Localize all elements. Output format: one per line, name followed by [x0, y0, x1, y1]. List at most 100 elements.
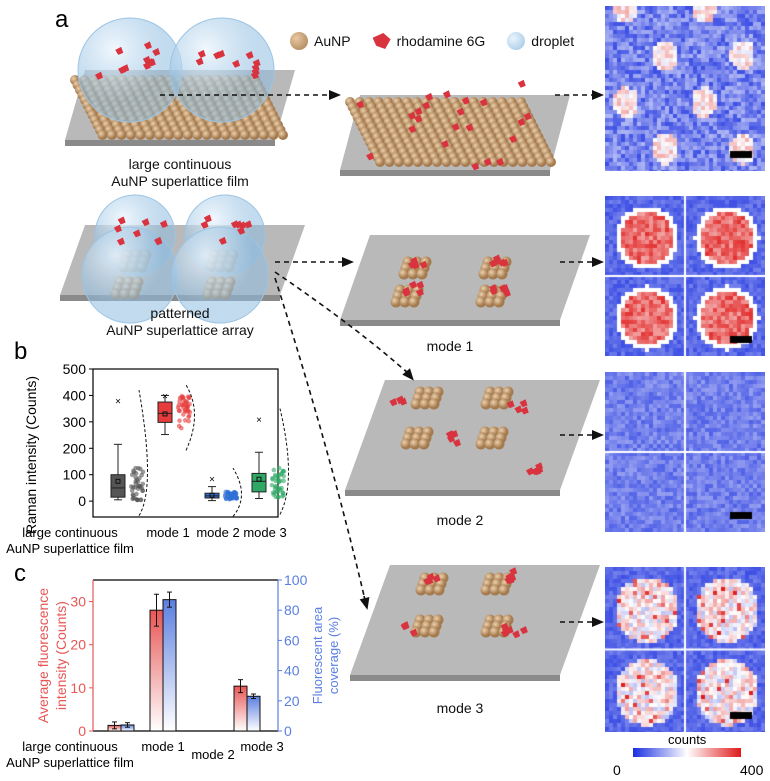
aunp — [278, 130, 288, 140]
x-tick-label: large continuous — [22, 739, 118, 754]
rhodamine — [425, 92, 434, 101]
rhodamine — [366, 152, 375, 161]
data-point — [135, 497, 140, 503]
caption-mode2: mode 2 — [436, 512, 484, 528]
rhodamine — [504, 575, 513, 584]
aunp-icon — [290, 32, 308, 50]
rhodamine — [195, 57, 204, 66]
data-point — [179, 393, 185, 399]
rhodamine — [495, 157, 504, 166]
aunp — [116, 130, 127, 140]
droplet-icon — [507, 32, 526, 50]
rhodamine — [525, 467, 534, 476]
data-point — [133, 479, 139, 484]
data-point — [228, 495, 234, 501]
rhodamine — [117, 216, 126, 225]
panel-label-c: c — [14, 560, 26, 587]
data-point — [276, 465, 282, 471]
outlier: × — [162, 391, 168, 402]
substrate — [350, 565, 600, 675]
aunp — [441, 157, 452, 167]
rhodamine-icon — [372, 33, 391, 49]
legend-droplet: droplet — [507, 32, 574, 50]
rhodamine — [506, 400, 515, 409]
rhodamine — [396, 396, 405, 405]
aunp — [240, 130, 250, 140]
aunp — [413, 157, 423, 167]
x-tick-label: AuNP superlattice film — [6, 755, 134, 770]
data-point — [138, 484, 143, 489]
y-tick-label: 20 — [70, 637, 86, 653]
aunp — [249, 130, 260, 140]
aunp — [475, 438, 487, 450]
aunp — [424, 584, 436, 596]
rhodamine — [479, 98, 488, 107]
aunp — [259, 130, 269, 140]
x-tick-label: AuNP superlattice film — [6, 541, 134, 556]
rhodamine — [237, 226, 246, 235]
bar — [162, 599, 177, 732]
y-tick-label: 100 — [63, 467, 87, 483]
caption-film-1: large continuous — [128, 156, 232, 172]
rhodamine — [456, 107, 465, 116]
aunp — [192, 130, 203, 140]
chart-c: 0 10 20 30 0 20 40 60 80 100 Average fluorescence i… — [6, 572, 341, 770]
rhodamine — [535, 462, 544, 471]
legend-rhodamine: rhodamine 6G — [372, 32, 485, 50]
data-point — [139, 472, 144, 478]
droplet — [171, 226, 269, 324]
aunp — [126, 130, 136, 140]
rhodamine — [517, 117, 526, 126]
heatmap-film — [605, 6, 765, 171]
caption-array-1: patterned — [150, 305, 210, 321]
aunp — [475, 296, 487, 308]
legend-label: AuNP — [314, 33, 351, 49]
legend: AuNP rhodamine 6G droplet — [290, 32, 574, 50]
aunp — [451, 157, 461, 167]
y-tick-label: 0 — [78, 723, 86, 739]
heatmap-mode3 — [605, 567, 765, 732]
rhodamine — [489, 284, 498, 293]
data-point — [272, 472, 278, 478]
data-point — [177, 408, 183, 414]
rhodamine — [121, 64, 130, 73]
aunp — [527, 157, 537, 167]
rhodamine — [520, 406, 529, 415]
bar — [246, 695, 261, 732]
distribution-curve — [185, 384, 195, 451]
aunp — [517, 157, 528, 167]
rhodamine — [423, 577, 432, 586]
x-tick-label: mode 1 — [146, 525, 189, 540]
rhodamine — [356, 100, 365, 109]
data-point — [281, 478, 287, 484]
heatmap-mode1 — [605, 196, 765, 356]
aunp — [498, 398, 510, 410]
arrowhead — [592, 257, 604, 267]
rhodamine — [216, 49, 225, 58]
bar — [149, 609, 164, 732]
aunp — [221, 130, 231, 140]
arrowhead — [359, 596, 370, 610]
data-point — [187, 409, 193, 415]
aunp — [496, 268, 508, 280]
y-tick-label: 200 — [63, 440, 87, 456]
aunp — [489, 584, 501, 596]
panel-label-b: b — [14, 338, 28, 365]
aunp — [480, 398, 492, 410]
aunp — [432, 157, 442, 167]
aunp — [230, 130, 241, 140]
rhodamine — [113, 224, 122, 233]
distribution-curve — [279, 408, 289, 515]
droplet — [169, 17, 275, 123]
rhodamine — [389, 398, 398, 407]
arrowhead — [329, 90, 341, 100]
rhodamine — [152, 47, 161, 56]
caption-array-2: AuNP superlattice array — [106, 322, 254, 338]
data-point — [138, 466, 143, 472]
caption-mode1: mode 1 — [426, 338, 474, 354]
aunp — [408, 296, 420, 308]
rhodamine — [514, 405, 523, 414]
rhodamine — [409, 628, 418, 637]
aunp — [489, 398, 501, 410]
